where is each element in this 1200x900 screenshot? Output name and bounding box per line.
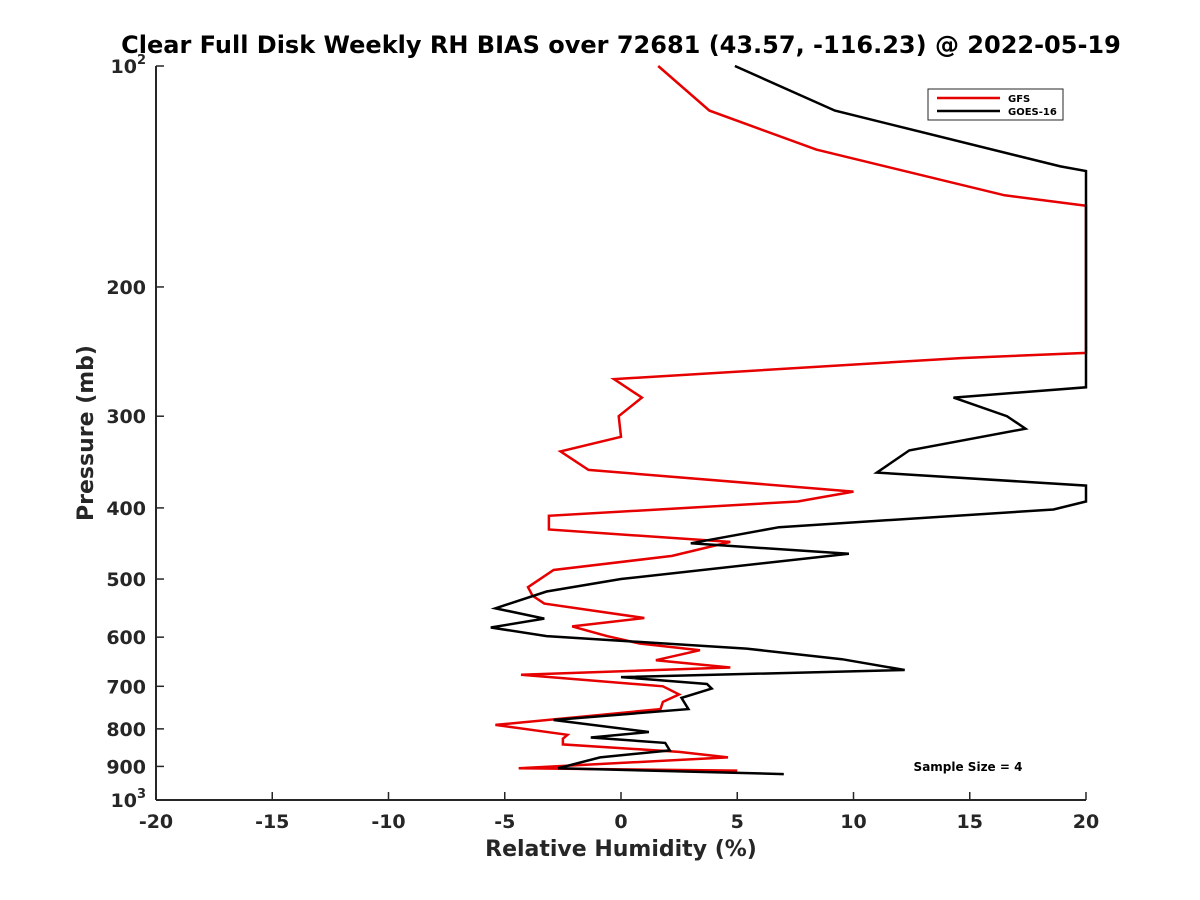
legend: GFS GOES-16	[927, 88, 1064, 121]
x-tick-label: -20	[139, 811, 173, 833]
chart-title: Clear Full Disk Weekly RH BIAS over 7268…	[121, 31, 1121, 59]
y-tick-label: 700	[106, 676, 146, 698]
legend-label-gfs: GFS	[1008, 94, 1030, 105]
legend-box	[927, 88, 1064, 121]
x-tick-label: -5	[494, 811, 515, 833]
x-tick-label: 20	[1073, 811, 1099, 833]
series-layer	[490, 64, 1088, 776]
y-tick-label: 800	[106, 719, 146, 741]
y-tick-label: 102	[111, 53, 147, 78]
y-tick-label: 900	[106, 756, 146, 778]
x-tick-label: 10	[840, 811, 866, 833]
y-tick-label: 103	[111, 787, 147, 812]
x-tick-label: 15	[957, 811, 983, 833]
series-line-goes16	[490, 64, 1088, 776]
series-line-gfs	[495, 65, 1088, 772]
x-ticks: -20 -15 -10 -5 0 5 10 15 20	[139, 792, 1099, 833]
x-tick-label: -15	[255, 811, 289, 833]
y-axis-label: Pressure (mb)	[74, 345, 99, 521]
legend-label-goes16: GOES-16	[1008, 107, 1057, 118]
x-tick-label: 0	[614, 811, 627, 833]
y-tick-exponent: 3	[137, 787, 146, 802]
x-tick-label: 5	[731, 811, 744, 833]
y-tick-label: 600	[106, 627, 146, 649]
y-tick-label: 300	[106, 406, 146, 428]
y-ticks: 102 200 300 400 500 600 700 800 900 103	[106, 53, 164, 812]
y-tick-label: 400	[106, 498, 146, 520]
sample-size-annotation: Sample Size = 4	[914, 760, 1023, 774]
y-tick-label: 500	[106, 569, 146, 591]
y-tick-label: 200	[106, 277, 146, 299]
x-axis-label: Relative Humidity (%)	[485, 837, 757, 862]
y-tick-exponent: 2	[137, 53, 146, 68]
x-tick-label: -10	[371, 811, 405, 833]
